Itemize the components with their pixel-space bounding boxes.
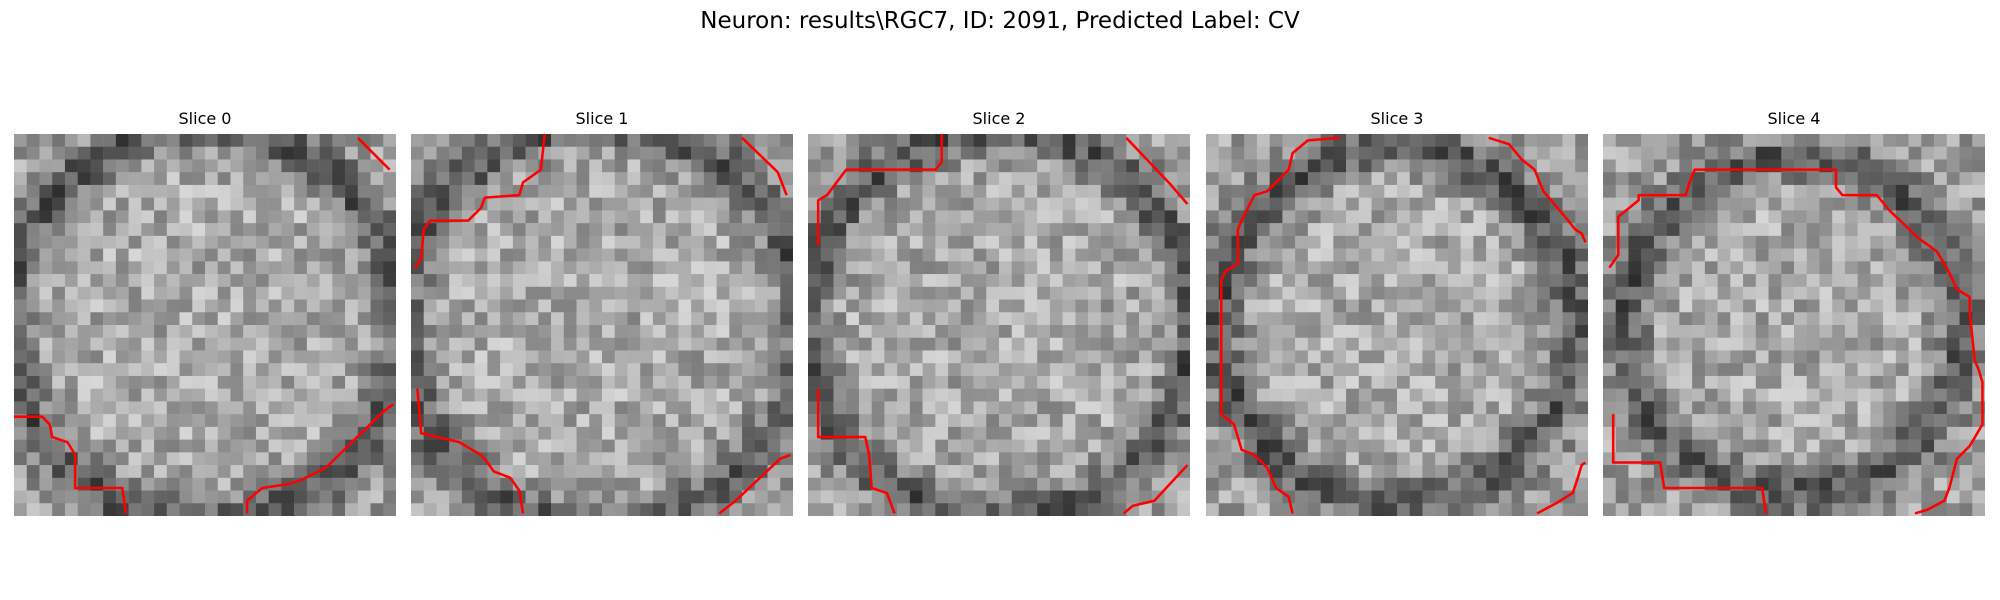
slice-image-1	[411, 134, 793, 516]
slice-image-4	[1603, 134, 1985, 516]
contour-line-1-3	[718, 453, 791, 515]
slice-title-0: Slice 0	[178, 109, 232, 128]
contour-line-1-0	[413, 134, 546, 269]
contour-line-2-2	[816, 388, 896, 514]
slice-title-3: Slice 3	[1370, 109, 1424, 128]
contour-line-0-0	[14, 415, 128, 514]
contour-line-2-3	[1122, 464, 1189, 515]
slice-panel-0: Slice 0	[14, 108, 396, 516]
slice-panel-1: Slice 1	[411, 108, 793, 516]
slice-title-2: Slice 2	[972, 109, 1026, 128]
slice-title-4: Slice 4	[1767, 109, 1821, 128]
contour-line-0-1	[245, 402, 395, 514]
contour-line-3-2	[1536, 461, 1587, 515]
contour-line-0-2	[356, 136, 391, 171]
slice-image-3	[1206, 134, 1588, 516]
contour-line-3-1	[1488, 136, 1587, 243]
slice-panel-3: Slice 3	[1206, 108, 1588, 516]
contour-line-3-0	[1220, 136, 1340, 514]
contour-line-1-2	[416, 388, 525, 514]
contour-line-2-0	[816, 134, 943, 247]
slice-panel-4: Slice 4	[1603, 108, 1985, 516]
slice-image-2	[808, 134, 1190, 516]
contour-line-2-1	[1125, 136, 1189, 205]
slice-image-0	[14, 134, 396, 516]
contour-line-4-1	[1611, 414, 1768, 514]
contour-line-4-0	[1608, 168, 1984, 515]
slice-panel-2: Slice 2	[808, 108, 1190, 516]
contour-line-1-1	[741, 136, 788, 196]
slice-title-1: Slice 1	[575, 109, 629, 128]
figure-title: Neuron: results\RGC7, ID: 2091, Predicte…	[700, 8, 1300, 34]
